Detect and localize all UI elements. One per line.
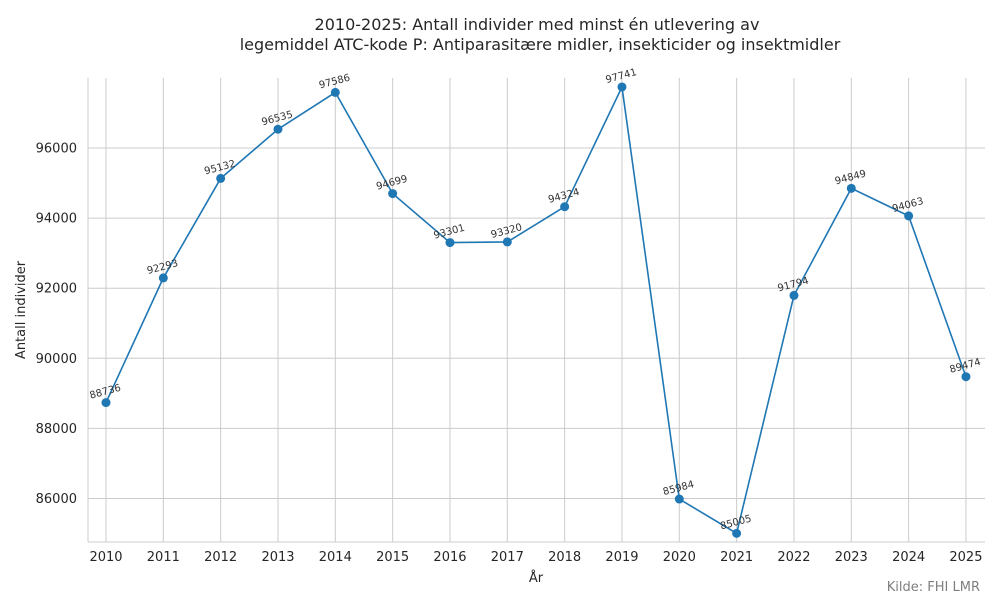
x-tick-label: 2011 [147, 550, 180, 565]
data-points [101, 82, 971, 538]
x-tick-label: 2012 [204, 550, 237, 565]
grid [88, 78, 985, 542]
data-point [502, 237, 512, 247]
data-point [617, 82, 627, 92]
x-tick-label: 2014 [319, 550, 352, 565]
y-tick-label: 96000 [36, 142, 77, 157]
data-point [101, 398, 111, 408]
x-tick-label: 2019 [605, 550, 638, 565]
y-tick-label: 90000 [36, 352, 77, 367]
x-tick-label: 2017 [491, 550, 524, 565]
data-point [273, 124, 283, 134]
x-tick-label: 2024 [892, 550, 925, 565]
x-tick-label: 2020 [663, 550, 696, 565]
data-point [216, 173, 226, 183]
x-tick-label: 2018 [548, 550, 581, 565]
x-tick-label: 2016 [433, 550, 466, 565]
data-point [789, 290, 799, 300]
chart-title-line2: legemiddel ATC-kode P: Antiparasitære mi… [240, 35, 841, 54]
y-tick-label: 88000 [36, 422, 77, 437]
y-tick-label: 92000 [36, 282, 77, 297]
y-tick-label: 94000 [36, 212, 77, 227]
x-tick-label: 2010 [89, 550, 122, 565]
data-point [904, 211, 914, 221]
data-point [445, 238, 455, 248]
series-line-group [105, 84, 967, 535]
y-axis-label: Antall individer [14, 260, 29, 359]
series-line [105, 84, 967, 535]
x-tick-label: 2022 [777, 550, 810, 565]
data-point [330, 87, 340, 97]
source-note: Kilde: FHI LMR [887, 580, 980, 595]
data-point [961, 372, 971, 382]
chart-title-line1: 2010-2025: Antall individer med minst én… [315, 15, 760, 34]
x-tick-label: 2013 [261, 550, 294, 565]
x-tick-labels: 2010 2011 2012 2013 2014 2015 2016 2017 2018 2019… [89, 550, 982, 565]
data-point [560, 202, 570, 212]
data-point [674, 494, 684, 504]
data-point [158, 273, 168, 283]
x-axis-label: År [529, 570, 544, 586]
x-tick-label: 2021 [720, 550, 753, 565]
data-point [732, 528, 742, 538]
x-tick-label: 2025 [949, 550, 982, 565]
data-point [388, 189, 398, 199]
data-point [846, 183, 856, 193]
x-tick-label: 2015 [376, 550, 409, 565]
x-tick-label: 2023 [835, 550, 868, 565]
y-tick-labels: 86000 88000 90000 92000 94000 96000 [36, 142, 77, 508]
y-tick-label: 86000 [36, 492, 77, 507]
